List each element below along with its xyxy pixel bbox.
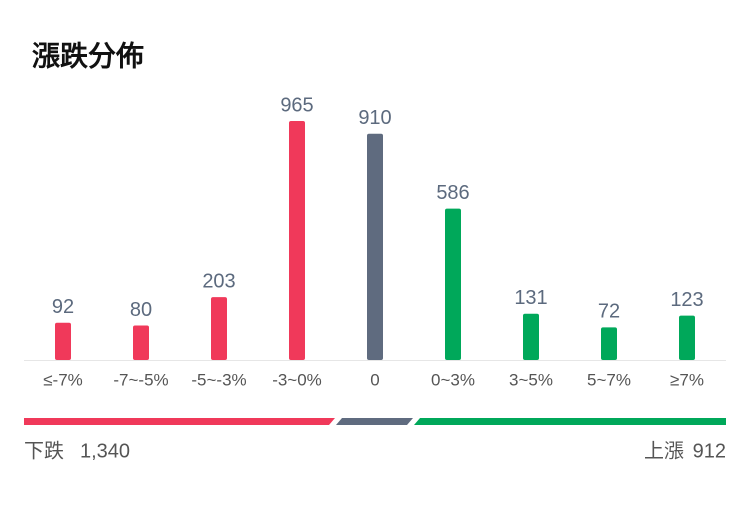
bar xyxy=(211,297,227,360)
bar xyxy=(367,133,383,360)
x-tick-label: -7~-5% xyxy=(113,370,168,389)
down-label: 下跌 xyxy=(24,439,64,462)
x-tick-label: 5~7% xyxy=(587,370,631,389)
up-label: 上漲 xyxy=(644,439,684,462)
x-tick-label: 3~5% xyxy=(509,370,553,389)
value-label: 965 xyxy=(280,94,313,116)
down-count: 1,340 xyxy=(80,440,130,462)
bar xyxy=(523,313,539,360)
x-tick-label: ≤-7% xyxy=(43,370,83,389)
x-tick-label: -5~-3% xyxy=(191,370,246,389)
x-tick-label: -3~0% xyxy=(272,370,322,389)
bar xyxy=(679,315,695,360)
flat-segment xyxy=(336,418,413,425)
value-label: 92 xyxy=(52,296,74,318)
x-tick-label: ≥7% xyxy=(670,370,704,389)
value-label: 586 xyxy=(436,182,469,204)
x-tick-label: 0~3% xyxy=(431,370,475,389)
x-tick-label: 0 xyxy=(370,370,379,389)
value-label: 203 xyxy=(202,270,235,292)
up-count: 912 xyxy=(693,440,726,462)
bar xyxy=(55,322,71,360)
bar xyxy=(445,208,461,360)
value-label: 131 xyxy=(514,287,547,309)
value-label: 123 xyxy=(670,289,703,311)
chart-title: 漲跌分佈 xyxy=(32,39,144,71)
value-label: 80 xyxy=(130,299,152,321)
value-label: 910 xyxy=(358,107,391,129)
bar xyxy=(289,121,305,360)
up-segment xyxy=(414,418,726,425)
value-label: 72 xyxy=(598,301,620,323)
down-segment xyxy=(24,418,335,425)
bar xyxy=(601,327,617,360)
bar xyxy=(133,325,149,360)
